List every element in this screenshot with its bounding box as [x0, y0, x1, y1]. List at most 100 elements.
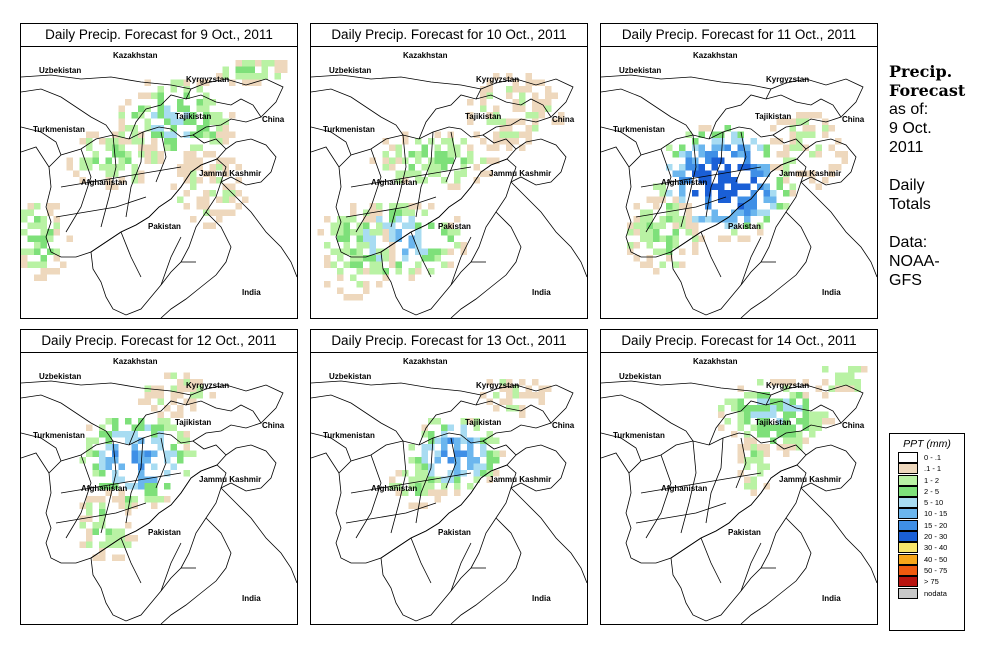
- precip-cell: [646, 196, 653, 203]
- precip-cell: [428, 248, 435, 255]
- precip-cell: [203, 99, 210, 106]
- precip-cell: [789, 431, 796, 438]
- precip-cell: [705, 151, 712, 158]
- precip-cell: [242, 66, 249, 73]
- precip-cell: [633, 222, 640, 229]
- border-line: [390, 440, 407, 534]
- precip-cell: [757, 411, 764, 418]
- label-china: China: [552, 115, 575, 124]
- precip-cell: [415, 268, 422, 275]
- precip-cell: [151, 476, 158, 483]
- precip-cell: [653, 203, 660, 210]
- precip-cell: [737, 235, 744, 242]
- border-line: [128, 94, 262, 140]
- precip-cell: [209, 131, 216, 138]
- precip-cell: [692, 216, 699, 223]
- precip-cell: [672, 209, 679, 216]
- precip-cell: [408, 170, 415, 177]
- precip-cell: [744, 418, 751, 425]
- precip-cell: [545, 385, 552, 392]
- border-line: [160, 236, 182, 286]
- precip-cell: [47, 203, 54, 210]
- border-line: [475, 78, 574, 118]
- precip-cell: [138, 483, 145, 490]
- precip-cell: [679, 248, 686, 255]
- precip-cell: [737, 424, 744, 431]
- precip-cell: [672, 261, 679, 268]
- border-line: [740, 211, 812, 318]
- precip-cell: [454, 457, 461, 464]
- precip-cell: [144, 92, 151, 99]
- precip-cell: [744, 151, 751, 158]
- precip-cell: [737, 457, 744, 464]
- precip-cell: [467, 418, 474, 425]
- precip-cell: [653, 235, 660, 242]
- precip-cell: [27, 261, 34, 268]
- border-line: [708, 94, 842, 140]
- precip-cell: [389, 209, 396, 216]
- precip-cell: [363, 281, 370, 288]
- precip-cell: [724, 125, 731, 132]
- precip-cell: [170, 118, 177, 125]
- precip-cell: [118, 431, 125, 438]
- border-line: [601, 432, 642, 462]
- precip-cell: [731, 151, 738, 158]
- precip-cell: [698, 170, 705, 177]
- precip-cell: [408, 444, 415, 451]
- precip-cell: [203, 222, 210, 229]
- forecast-panel-oct-9: Daily Precip. Forecast for 9 Oct., 2011 …: [20, 23, 298, 323]
- legend-label: 30 - 40: [924, 543, 948, 553]
- precip-cell: [434, 457, 441, 464]
- precip-cell: [79, 541, 86, 548]
- precip-cell: [447, 261, 454, 268]
- border-line: [635, 502, 727, 524]
- border-line: [128, 400, 262, 446]
- precip-cell: [86, 528, 93, 535]
- precip-cell: [369, 248, 376, 255]
- border-line: [60, 472, 182, 494]
- precip-cell: [395, 157, 402, 164]
- precip-cell: [640, 235, 647, 242]
- precip-cell: [653, 196, 660, 203]
- precip-cell: [395, 261, 402, 268]
- precip-cell: [183, 151, 190, 158]
- legend-entry: 15 - 20: [890, 519, 964, 531]
- border-line: [680, 440, 697, 534]
- precip-cell: [203, 190, 210, 197]
- precip-cell: [718, 183, 725, 190]
- precip-cell: [99, 548, 106, 555]
- precip-cell: [157, 105, 164, 112]
- precip-cell: [659, 222, 666, 229]
- precip-cell: [493, 131, 500, 138]
- precip-cell: [822, 131, 829, 138]
- precip-cell: [763, 418, 770, 425]
- legend-entry: .1 - 1: [890, 463, 964, 475]
- caption-totals: Totals: [889, 196, 931, 213]
- precip-cell: [724, 190, 731, 197]
- precip-cell: [486, 144, 493, 151]
- precip-cell: [763, 190, 770, 197]
- border-line: [510, 181, 587, 278]
- legend-swatch: [898, 531, 918, 543]
- precip-cell: [157, 125, 164, 132]
- precip-cell: [86, 131, 93, 138]
- precip-cell: [789, 379, 796, 386]
- precip-cell: [724, 164, 731, 171]
- precip-cell: [183, 385, 190, 392]
- precip-cell: [144, 398, 151, 405]
- precip-cell: [447, 248, 454, 255]
- label-tajikistan: Tajikistan: [175, 418, 212, 427]
- precip-cell: [757, 144, 764, 151]
- precip-cell: [809, 431, 816, 438]
- precip-cell: [692, 229, 699, 236]
- precip-cell: [460, 157, 467, 164]
- precip-cell: [203, 112, 210, 119]
- precip-cell: [99, 457, 106, 464]
- precip-cell: [229, 112, 236, 119]
- precip-cell: [724, 177, 731, 184]
- precip-cell: [177, 99, 184, 106]
- precip-cell: [144, 392, 151, 399]
- precip-cell: [125, 502, 132, 509]
- precip-cell: [382, 222, 389, 229]
- border-line: [220, 487, 297, 584]
